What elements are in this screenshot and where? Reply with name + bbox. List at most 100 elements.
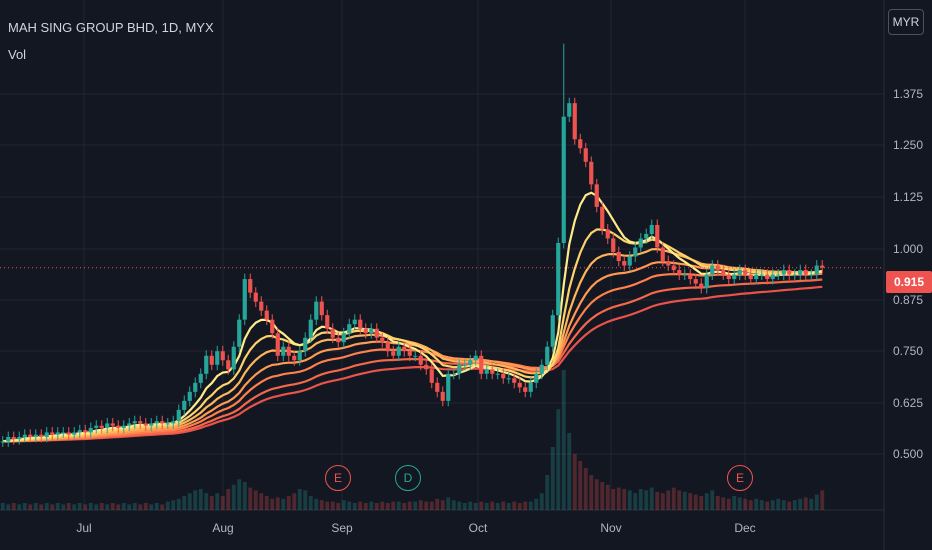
volume-bar [347,501,352,510]
candle-body [154,421,159,424]
volume-bar [704,493,709,510]
volume-bar [94,504,99,510]
volume-bar [809,498,814,510]
dividend-event-marker[interactable]: D [395,465,421,491]
volume-bar [77,503,82,510]
candle-body [759,274,764,276]
candle-body [803,270,808,275]
volume-bar [512,501,517,510]
volume-bar [644,490,649,510]
candle-body [385,342,390,352]
volume-bar [710,490,715,510]
volume-bar [572,454,577,510]
candle-body [473,355,478,361]
candle-body [704,274,709,289]
earnings-event-marker[interactable]: E [727,465,753,491]
time-tick-label: Nov [600,521,622,535]
candle-body [171,421,176,424]
volume-bar [440,500,445,510]
time-tick-label: Jul [76,521,92,535]
symbol-title[interactable]: MAH SING GROUP BHD, 1D, MYX [8,20,214,35]
candle-body [0,441,5,443]
volume-bar [803,497,808,510]
ribbon-line [2,272,823,443]
candle-body [671,265,676,271]
candle-body [517,382,522,388]
candle-body [105,423,110,428]
candle-body [479,355,484,374]
volume-bar [215,493,220,510]
volume-bar [358,501,363,510]
volume-bar [138,504,143,510]
volume-bar [583,468,588,510]
candle-body [407,351,412,356]
candle-body [286,346,291,356]
candle-body [66,432,71,435]
candle-body [72,432,77,435]
candle-body [682,274,687,276]
candle-body [490,369,495,374]
last-price-badge: 0.915 [886,271,932,293]
candle-body [116,425,121,428]
volume-bar [446,497,451,510]
volume-bar [561,370,566,510]
volume-bar [374,503,379,510]
volume-bar [484,503,489,510]
volume-bar [523,501,528,510]
candle-body [352,319,357,325]
candle-body [308,319,313,338]
volume-bar [330,501,335,510]
volume-bar [407,501,412,510]
volume-bar [402,503,407,510]
candle-body [809,274,814,276]
volume-bar [39,504,44,510]
candle-body [325,315,330,329]
candle-body [55,432,60,435]
candle-body [776,274,781,276]
price-tick-label: 1.250 [893,138,924,152]
volume-bar [682,491,687,510]
volume-bar [242,482,247,510]
volume-bar [501,501,506,510]
candle-body [61,432,66,434]
candle-body [187,391,192,401]
volume-bar [220,496,225,510]
volume-bar [721,497,726,510]
candle-body [633,247,638,257]
volume-bar [352,503,357,510]
candle-body [264,310,269,320]
volume-bar [605,484,610,510]
volume-bar [666,490,671,510]
volume-bar [567,433,572,510]
volume-bar [176,498,181,510]
volume-bar [396,501,401,510]
volume-bar [143,503,148,510]
volume-bar [649,487,654,510]
candle-body [666,261,671,266]
candle-body [281,346,286,356]
candle-body [33,434,38,437]
candle-body [781,270,786,275]
time-tick-label: Aug [212,521,234,535]
volume-bar [594,479,599,510]
candle-body [545,346,550,365]
volume-bar [578,461,583,510]
volume-bar [72,504,77,510]
candle-body [6,436,11,442]
candle-body [622,261,627,266]
candle-body [699,283,704,289]
candle-body [198,373,203,383]
currency-button[interactable]: MYR [888,9,924,35]
earnings-event-marker[interactable]: E [325,465,351,491]
candle-body [220,351,225,361]
volume-bar [341,500,346,510]
volume-bar [759,500,764,510]
candle-body [715,265,720,271]
price-tick-label: 1.000 [893,242,924,256]
candle-body [528,382,533,392]
volume-bar [369,501,374,510]
volume-bar [479,501,484,510]
volume-bar [671,487,676,510]
volume-bar [308,496,313,510]
